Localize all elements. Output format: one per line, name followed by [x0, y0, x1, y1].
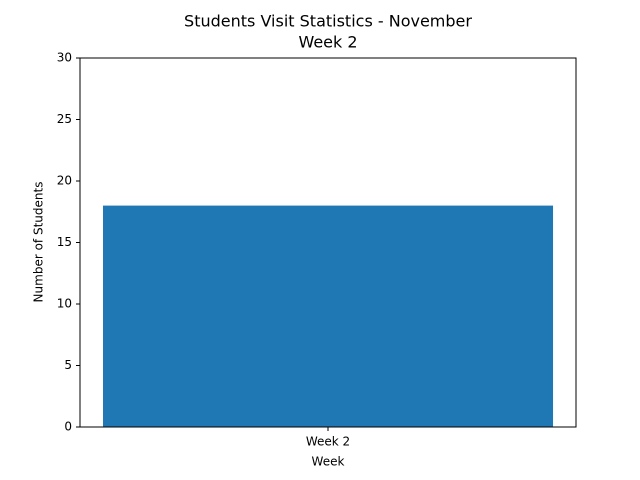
y-tick-label: 20: [57, 174, 72, 188]
y-tick-label: 10: [57, 297, 72, 311]
y-tick-label: 25: [57, 112, 72, 126]
chart-title: Week 2: [298, 33, 357, 52]
y-tick-label: 5: [64, 358, 72, 372]
y-tick-label: 0: [64, 420, 72, 434]
bar: [103, 205, 554, 427]
x-axis-label: Week: [312, 455, 345, 469]
x-tick-label: Week 2: [306, 435, 350, 449]
y-tick-label: 30: [57, 51, 72, 65]
y-tick-label: 15: [57, 235, 72, 249]
plot-frame: [79, 57, 577, 428]
y-axis-label: Number of Students: [32, 182, 46, 303]
chart-title: Students Visit Statistics - November: [184, 12, 472, 31]
